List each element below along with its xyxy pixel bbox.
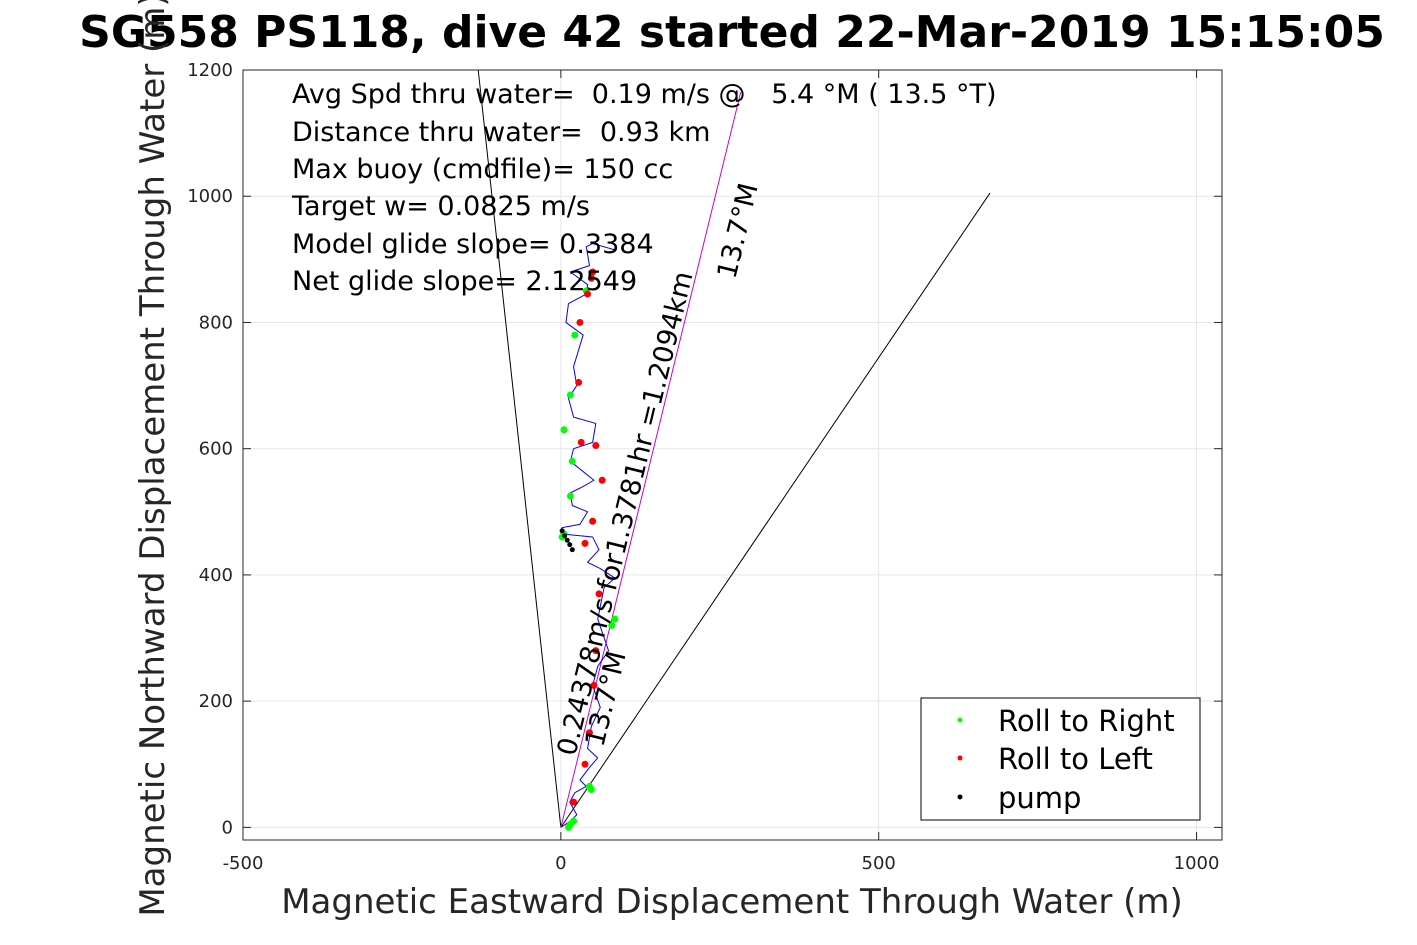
roll-left-point — [589, 268, 597, 276]
data-points — [558, 268, 619, 831]
roll-left-point — [592, 647, 600, 655]
roll-left-point — [570, 798, 578, 806]
y-tick-label: 1000 — [187, 186, 233, 207]
ticks: -500 0 500 1000 0 200 400 600 800 1000 1200 — [187, 60, 1222, 874]
reference-lines — [477, 69, 991, 828]
annotation-max-buoy: Max buoy (cmdfile)= 150 cc — [292, 154, 673, 185]
track-path — [560, 243, 616, 828]
roll-left-point — [589, 517, 597, 525]
roll-right-point — [566, 492, 574, 500]
chart-title: SG558 PS118, dive 42 started 22-Mar-2019… — [79, 7, 1385, 58]
annotation-avg-speed: Avg Spd thru water= 0.19 m/s @ 5.4 °M ( … — [292, 79, 997, 110]
roll-left-point — [592, 442, 600, 450]
roll-left-point — [598, 476, 606, 484]
legend-label-pump: pump — [998, 781, 1081, 815]
legend: Roll to Right Roll to Left pump — [920, 697, 1201, 821]
roll-right-point — [568, 457, 576, 465]
roll-right-point — [566, 391, 574, 399]
roll-left-point — [590, 681, 598, 689]
annotation-model-glide: Model glide slope= 0.3384 — [292, 229, 654, 260]
roll-left-point — [576, 318, 584, 326]
roll-left-point — [581, 760, 589, 768]
reference-line — [560, 192, 991, 828]
legend-marker-pump — [957, 794, 963, 800]
x-axis-label: Magnetic Eastward Displacement Through W… — [281, 882, 1183, 922]
roll-left-point — [595, 590, 603, 598]
reference-line — [477, 69, 562, 828]
roll-left-point — [587, 274, 595, 282]
y-tick-label: 0 — [222, 817, 233, 838]
x-tick-label: -500 — [223, 853, 264, 874]
roll-right-point — [585, 782, 593, 790]
roll-right-point — [570, 817, 578, 825]
y-axis-label: Magnetic Northward Displacement Through … — [133, 0, 173, 917]
pump-point — [559, 528, 565, 534]
x-tick-label: 500 — [862, 853, 896, 874]
y-tick-label: 200 — [199, 691, 233, 712]
y-tick-label: 600 — [199, 439, 233, 460]
pump-point — [567, 542, 573, 548]
reference-line — [560, 91, 742, 828]
roll-right-point — [560, 426, 568, 434]
pump-point — [562, 533, 568, 539]
annotation-distance: Distance thru water= 0.93 km — [292, 117, 711, 148]
pump-point — [569, 547, 575, 553]
legend-box — [920, 697, 1201, 821]
x-tick-label: 0 — [555, 853, 566, 874]
y-tick-label: 400 — [199, 565, 233, 586]
roll-right-point — [571, 331, 579, 339]
annotation-net-glide: Net glide slope= 2.12549 — [292, 266, 637, 297]
y-tick-label: 1200 — [187, 60, 233, 81]
annotation-block: Avg Spd thru water= 0.19 m/s @ 5.4 °M ( … — [291, 79, 997, 297]
x-tick-label: 1000 — [1174, 853, 1220, 874]
legend-label-roll-left: Roll to Left — [998, 742, 1153, 776]
annotation-target-w: Target w= 0.0825 m/s — [291, 191, 590, 222]
roll-left-point — [575, 378, 583, 386]
pump-point — [564, 537, 570, 543]
roll-right-point — [608, 621, 616, 629]
roll-left-point — [581, 539, 589, 547]
y-tick-label: 800 — [199, 312, 233, 333]
legend-label-roll-right: Roll to Right — [998, 704, 1175, 738]
plot-frame — [242, 69, 1223, 841]
roll-left-point — [585, 729, 593, 737]
roll-left-point — [584, 290, 592, 298]
track-line — [560, 243, 616, 828]
roll-right-point — [611, 615, 619, 623]
legend-marker-roll-left — [957, 755, 963, 761]
legend-marker-roll-right — [957, 717, 963, 723]
roll-left-point — [577, 438, 585, 446]
